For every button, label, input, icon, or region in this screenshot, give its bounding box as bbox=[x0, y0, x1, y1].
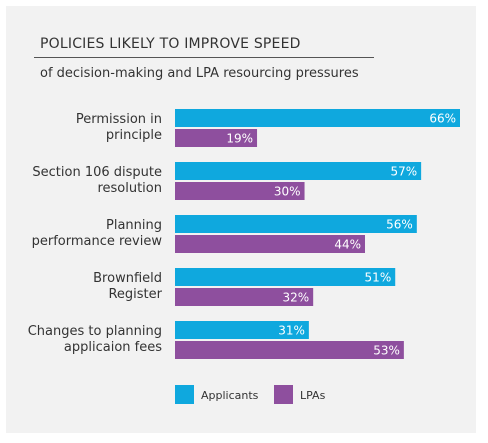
bar-lpas bbox=[175, 182, 305, 200]
bar-value-label: 44% bbox=[334, 238, 361, 252]
bar-value-label: 57% bbox=[390, 165, 417, 179]
category-label: Permission in principle bbox=[76, 112, 162, 143]
bar-applicants bbox=[175, 268, 396, 286]
bar-value-label: 30% bbox=[274, 185, 301, 199]
bar-value-label: 19% bbox=[226, 132, 253, 146]
bar-value-label: 31% bbox=[278, 324, 305, 338]
category-label: Section 106 dispute resolution bbox=[32, 165, 162, 196]
bar-value-label: 56% bbox=[386, 218, 413, 232]
bar-applicants bbox=[175, 162, 422, 180]
category-label: Changes to planning applicaion fees bbox=[28, 324, 163, 355]
bar-lpas bbox=[175, 129, 258, 147]
bar-applicants bbox=[175, 215, 417, 233]
legend-label: Applicants bbox=[201, 389, 259, 402]
legend-label: LPAs bbox=[300, 389, 326, 402]
category-label: Brownfield Register bbox=[93, 271, 163, 302]
bar-value-label: 32% bbox=[283, 291, 310, 305]
legend-swatch-applicants bbox=[175, 385, 194, 404]
bar-lpas bbox=[175, 235, 365, 253]
bar-value-label: 66% bbox=[429, 112, 456, 126]
legend-swatch-lpas bbox=[274, 385, 293, 404]
bar-applicants bbox=[175, 321, 309, 339]
category-label: Planning performance review bbox=[32, 218, 163, 249]
chart-subtitle: of decision-making and LPA resourcing pr… bbox=[40, 66, 359, 81]
bar-value-label: 51% bbox=[365, 271, 392, 285]
bar-lpas bbox=[175, 341, 404, 359]
chart-title: POLICIES LIKELY TO IMPROVE SPEED bbox=[40, 36, 301, 52]
bar-value-label: 53% bbox=[373, 344, 400, 358]
title-divider bbox=[34, 57, 374, 58]
bar-applicants bbox=[175, 109, 460, 127]
bar-lpas bbox=[175, 288, 314, 306]
